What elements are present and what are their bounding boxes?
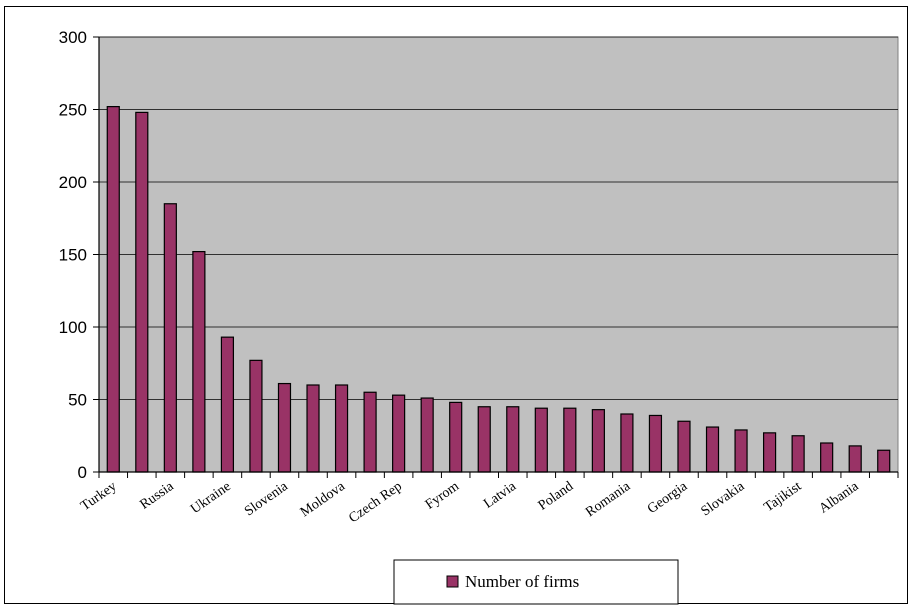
bar xyxy=(591,409,605,473)
legend-box xyxy=(393,559,679,605)
y-tick-label: 150 xyxy=(59,246,87,265)
bar xyxy=(705,426,720,473)
bar xyxy=(163,203,177,473)
y-tick-label: 0 xyxy=(78,463,87,482)
x-tick-label: Moldova xyxy=(298,479,349,521)
y-axis-ticks: 0 50 100 150 200 250 300 xyxy=(59,28,99,482)
x-tick-label: Georgia xyxy=(645,479,691,517)
bar xyxy=(306,384,320,473)
bar xyxy=(848,445,862,473)
bar xyxy=(192,251,206,473)
x-tick-label: Albania xyxy=(817,479,863,517)
bar xyxy=(392,394,406,473)
bar xyxy=(506,406,520,473)
bar xyxy=(334,384,349,473)
bar xyxy=(762,432,777,473)
x-tick-label: Turkey xyxy=(78,479,119,514)
y-tick-label: 100 xyxy=(59,318,87,337)
bar xyxy=(563,407,577,473)
legend-swatch xyxy=(446,575,459,588)
bar xyxy=(534,407,548,473)
bar xyxy=(363,391,377,473)
legend: Number of firms xyxy=(393,559,679,605)
bar xyxy=(877,449,891,473)
x-tick-label: Czech Rep xyxy=(346,479,405,526)
bar xyxy=(420,397,434,473)
bar xyxy=(249,359,263,473)
x-tick-label: Poland xyxy=(536,479,576,514)
bar xyxy=(449,401,463,473)
x-tick-label: Fyrom xyxy=(423,479,462,513)
bar xyxy=(734,429,748,473)
y-tick-label: 250 xyxy=(59,101,87,120)
bar xyxy=(106,105,120,473)
bar xyxy=(677,420,691,473)
x-axis-ticks: Turkey Russia Ukraine Slovenia MoldovaCzech … xyxy=(78,472,899,526)
y-tick-label: 200 xyxy=(59,173,87,192)
legend-label: Number of firms xyxy=(465,572,579,591)
bar xyxy=(648,414,663,473)
y-tick-label: 300 xyxy=(59,28,87,47)
bar xyxy=(477,406,491,473)
x-tick-label: Romania xyxy=(583,479,634,521)
bar xyxy=(277,382,292,473)
bar xyxy=(220,336,235,473)
bar xyxy=(135,111,149,473)
x-tick-label: Tajikist xyxy=(762,479,805,515)
bar xyxy=(820,442,834,473)
bar xyxy=(791,435,805,473)
x-tick-label: Slovakia xyxy=(699,479,748,520)
x-tick-label: Latvia xyxy=(481,479,520,512)
bar xyxy=(620,413,634,473)
x-tick-label: Ukraine xyxy=(188,479,234,517)
bars xyxy=(106,105,891,473)
x-tick-label: Russia xyxy=(137,479,177,513)
x-tick-label: Slovenia xyxy=(242,479,291,520)
y-tick-label: 50 xyxy=(68,391,87,410)
